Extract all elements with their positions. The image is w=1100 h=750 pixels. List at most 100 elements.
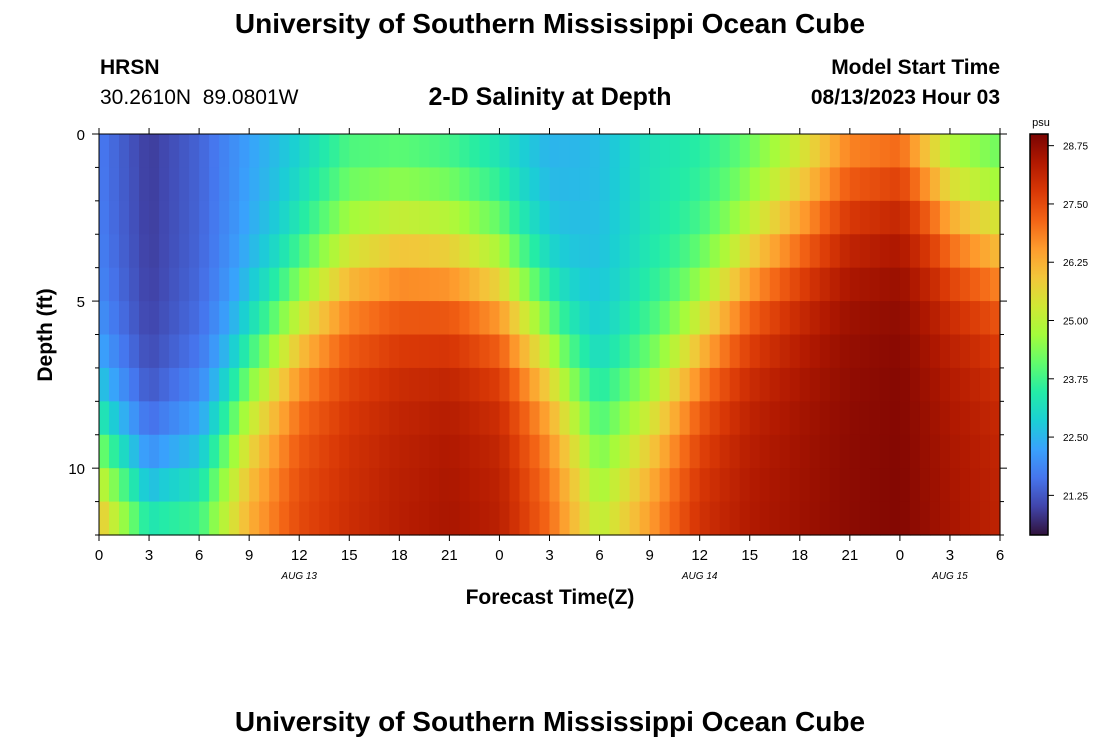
- heatmap-cell: [219, 301, 230, 336]
- heatmap-cell: [299, 334, 310, 369]
- heatmap-cell: [139, 301, 150, 336]
- heatmap-cell: [649, 401, 661, 436]
- heatmap-cell: [309, 167, 320, 202]
- heatmap-cell: [329, 434, 340, 469]
- heatmap-cell: [649, 167, 661, 202]
- heatmap-cell: [929, 200, 941, 235]
- heatmap-cell: [789, 367, 801, 402]
- heatmap-cell: [249, 401, 260, 436]
- heatmap-cell: [229, 401, 240, 436]
- heatmap-cell: [599, 200, 611, 235]
- heatmap-cell: [259, 434, 270, 469]
- heatmap-cell: [899, 267, 911, 302]
- heatmap-cell: [959, 134, 971, 169]
- heatmap-cell: [119, 434, 130, 469]
- heatmap-cell: [299, 401, 310, 436]
- heatmap-cell: [429, 301, 440, 336]
- heatmap-cell: [469, 167, 481, 202]
- heatmap-cell: [779, 334, 791, 369]
- heatmap-cell: [389, 267, 400, 302]
- heatmap-cell: [459, 468, 471, 503]
- heatmap-cell: [889, 334, 901, 369]
- station-coordinates: 30.2610N 89.0801W: [100, 86, 299, 109]
- heatmap-cell: [529, 434, 541, 469]
- heatmap-cell: [979, 200, 991, 235]
- heatmap-cell: [359, 334, 370, 369]
- heatmap-cell: [729, 401, 741, 436]
- heatmap-cell: [939, 301, 951, 336]
- heatmap-cell: [289, 367, 300, 402]
- heatmap-cell: [539, 134, 551, 169]
- heatmap-cell: [629, 200, 641, 235]
- heatmap-cell: [649, 301, 661, 336]
- heatmap-cell: [479, 234, 491, 269]
- heatmap-cell: [669, 468, 681, 503]
- heatmap-cell: [179, 401, 190, 436]
- heatmap-cell: [579, 367, 591, 402]
- heatmap-cell: [119, 167, 130, 202]
- heatmap-cell: [549, 334, 561, 369]
- heatmap-cell: [819, 468, 831, 503]
- heatmap-cell: [139, 401, 150, 436]
- heatmap-cell: [439, 134, 450, 169]
- heatmap-cell: [199, 401, 210, 436]
- heatmap-cell: [309, 334, 320, 369]
- heatmap-cell: [769, 367, 781, 402]
- heatmap-cell: [439, 468, 450, 503]
- heatmap-cell: [119, 234, 130, 269]
- heatmap-cell: [429, 434, 440, 469]
- heatmap-cell: [879, 234, 891, 269]
- heatmap-cell: [249, 167, 260, 202]
- heatmap-cell: [179, 468, 190, 503]
- heatmap-cell: [209, 468, 220, 503]
- heatmap-cell: [809, 134, 821, 169]
- heatmap-cell: [329, 267, 340, 302]
- heatmap-cell: [769, 334, 781, 369]
- heatmap-cell: [589, 401, 601, 436]
- heatmap-cell: [849, 401, 861, 436]
- heatmap-cell: [189, 234, 200, 269]
- heatmap-cell: [489, 200, 501, 235]
- heatmap-cell: [189, 434, 200, 469]
- heatmap-cell: [969, 134, 981, 169]
- heatmap-cell: [189, 367, 200, 402]
- heatmap-cell: [639, 267, 651, 302]
- heatmap-cell: [789, 200, 801, 235]
- heatmap-cell: [299, 468, 310, 503]
- heatmap-cell: [459, 334, 471, 369]
- heatmap-cell: [989, 301, 1001, 336]
- heatmap-cell: [319, 401, 330, 436]
- heatmap-cell: [179, 234, 190, 269]
- heatmap-cell: [379, 367, 390, 402]
- heatmap-cell: [809, 301, 821, 336]
- heatmap-cell: [929, 501, 941, 536]
- heatmap-cell: [469, 301, 481, 336]
- heatmap-cell: [949, 134, 961, 169]
- heatmap-cell: [879, 167, 891, 202]
- heatmap-cell: [359, 301, 370, 336]
- colorbar-unit-label: psu: [1032, 117, 1050, 129]
- heatmap-cell: [719, 334, 731, 369]
- heatmap-cell: [709, 334, 721, 369]
- heatmap-cell: [459, 434, 471, 469]
- heatmap-cell: [209, 401, 220, 436]
- heatmap-cell: [869, 234, 881, 269]
- heatmap-cell: [489, 468, 501, 503]
- heatmap-cell: [229, 267, 240, 302]
- heatmap-cell: [819, 167, 831, 202]
- heatmap-cell: [499, 167, 511, 202]
- heatmap-cell: [239, 334, 250, 369]
- heatmap-cell: [419, 367, 430, 402]
- heatmap-cell: [699, 134, 711, 169]
- heatmap-cell: [399, 200, 410, 235]
- heatmap-cell: [849, 334, 861, 369]
- heatmap-cell: [409, 367, 420, 402]
- heatmap-cell: [369, 501, 380, 536]
- heatmap-cell: [339, 501, 350, 536]
- heatmap-cell: [549, 267, 561, 302]
- heatmap-cell: [499, 267, 511, 302]
- heatmap-cell: [459, 167, 471, 202]
- heatmap-cell: [319, 134, 330, 169]
- heatmap-cell: [559, 267, 571, 302]
- heatmap-cell: [309, 301, 320, 336]
